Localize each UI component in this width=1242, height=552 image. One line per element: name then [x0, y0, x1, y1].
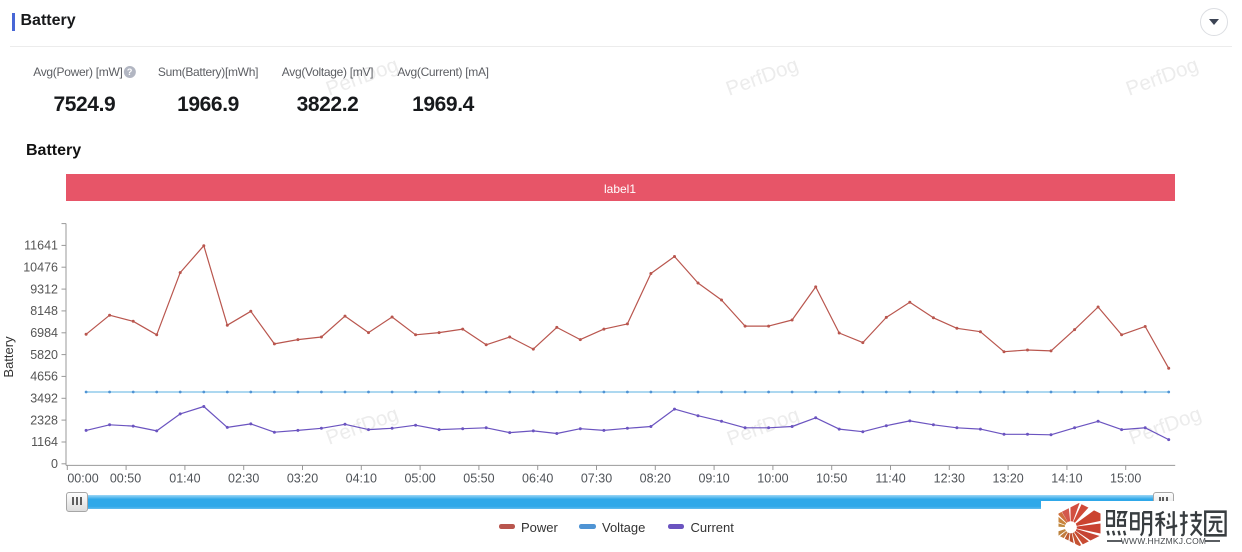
svg-text:Battery: Battery [1, 336, 16, 378]
svg-text:01:40: 01:40 [169, 472, 200, 486]
svg-text:8148: 8148 [30, 304, 58, 318]
svg-text:4656: 4656 [30, 370, 58, 384]
svg-text:3492: 3492 [30, 392, 58, 406]
svg-text:02:30: 02:30 [228, 472, 259, 486]
svg-text:11:40: 11:40 [875, 472, 905, 486]
svg-text:0: 0 [51, 457, 58, 471]
svg-text:1164: 1164 [31, 435, 58, 449]
svg-text:05:50: 05:50 [463, 472, 494, 486]
svg-text:09:10: 09:10 [698, 472, 729, 486]
svg-text:13:20: 13:20 [992, 472, 1023, 486]
svg-text:11641: 11641 [24, 239, 58, 253]
svg-text:06:40: 06:40 [522, 472, 553, 486]
svg-text:00:00: 00:00 [67, 472, 98, 486]
svg-text:10:00: 10:00 [757, 472, 788, 486]
svg-text:03:20: 03:20 [287, 472, 318, 486]
svg-text:10:50: 10:50 [816, 472, 847, 486]
svg-text:00:50: 00:50 [110, 472, 141, 486]
svg-text:2328: 2328 [30, 413, 58, 427]
svg-text:14:10: 14:10 [1051, 472, 1082, 486]
svg-text:15:00: 15:00 [1110, 472, 1141, 486]
svg-text:6984: 6984 [30, 326, 58, 340]
svg-text:04:10: 04:10 [346, 472, 377, 486]
svg-text:10476: 10476 [23, 260, 58, 274]
svg-text:5820: 5820 [30, 348, 58, 362]
svg-text:07:30: 07:30 [581, 472, 612, 486]
svg-text:05:00: 05:00 [404, 472, 435, 486]
svg-text:12:30: 12:30 [934, 472, 965, 486]
svg-text:08:20: 08:20 [640, 472, 671, 486]
svg-text:9312: 9312 [30, 282, 58, 296]
